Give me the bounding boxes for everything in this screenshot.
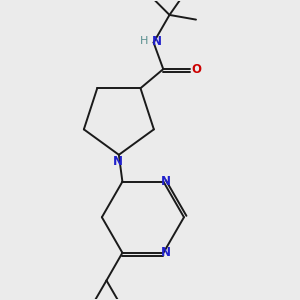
Text: H: H — [140, 36, 148, 46]
Text: N: N — [161, 246, 171, 259]
Text: N: N — [161, 175, 171, 188]
Text: O: O — [191, 63, 202, 76]
Text: N: N — [113, 155, 123, 168]
Text: N: N — [152, 34, 161, 48]
